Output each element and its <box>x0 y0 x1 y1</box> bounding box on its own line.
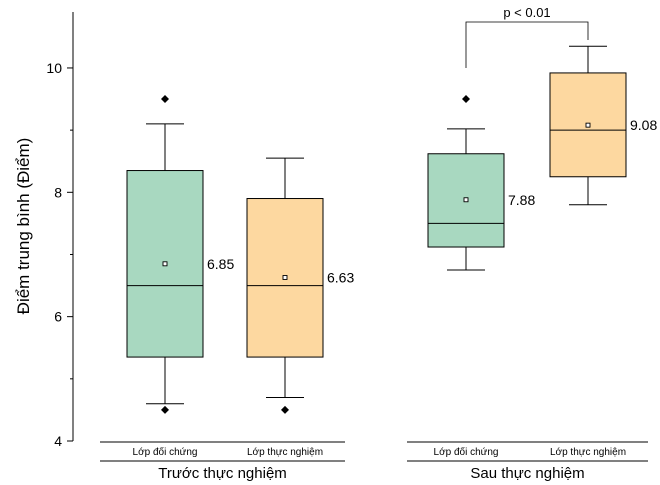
mean-label: 9.08 <box>630 117 657 133</box>
y-tick-label: 6 <box>54 309 62 325</box>
mean-marker <box>463 197 469 203</box>
box-1-0: 7.88 <box>427 95 535 271</box>
outlier-point <box>161 95 169 104</box>
box-1-1: 9.08 <box>549 45 657 206</box>
outlier-point <box>161 405 169 414</box>
box-0-1: 6.63 <box>246 157 354 414</box>
category-label: Lớp thực nghiệm <box>550 447 626 458</box>
significance-label: p < 0.01 <box>503 5 550 20</box>
outlier-point <box>281 405 289 414</box>
mean-label: 6.63 <box>327 269 354 285</box>
mean-marker <box>282 275 288 280</box>
y-tick-label: 8 <box>54 184 62 200</box>
category-label: Lớp đối chứng <box>133 446 198 458</box>
mean-marker <box>585 122 591 128</box>
bracket-line <box>465 21 589 68</box>
mean-marker <box>162 261 168 267</box>
x-axis-categories: Lớp đối chứng Lớp thực nghiệm Trước thực n… <box>100 441 648 482</box>
y-tick-label: 10 <box>46 60 62 76</box>
group-label: Trước thực nghiệm <box>158 465 287 482</box>
category-label: Lớp đối chứng <box>434 446 499 458</box>
significance-bracket: p < 0.01 <box>465 5 589 68</box>
y-axis-ticks: 4 6 8 10 <box>46 60 73 449</box>
y-tick-label: 4 <box>54 433 62 449</box>
mean-label: 7.88 <box>508 192 535 208</box>
box-0-0: 6.85 <box>126 95 234 414</box>
y-axis-label: Điểm trung bình (Điểm) <box>14 138 33 315</box>
box-series: 6.85 6.63 7.88 9.08 <box>126 45 657 414</box>
category-label: Lớp thực nghiệm <box>247 447 323 458</box>
outlier-point <box>462 95 470 104</box>
group-label: Sau thực nghiệm <box>470 465 584 482</box>
mean-label: 6.85 <box>207 256 234 272</box>
